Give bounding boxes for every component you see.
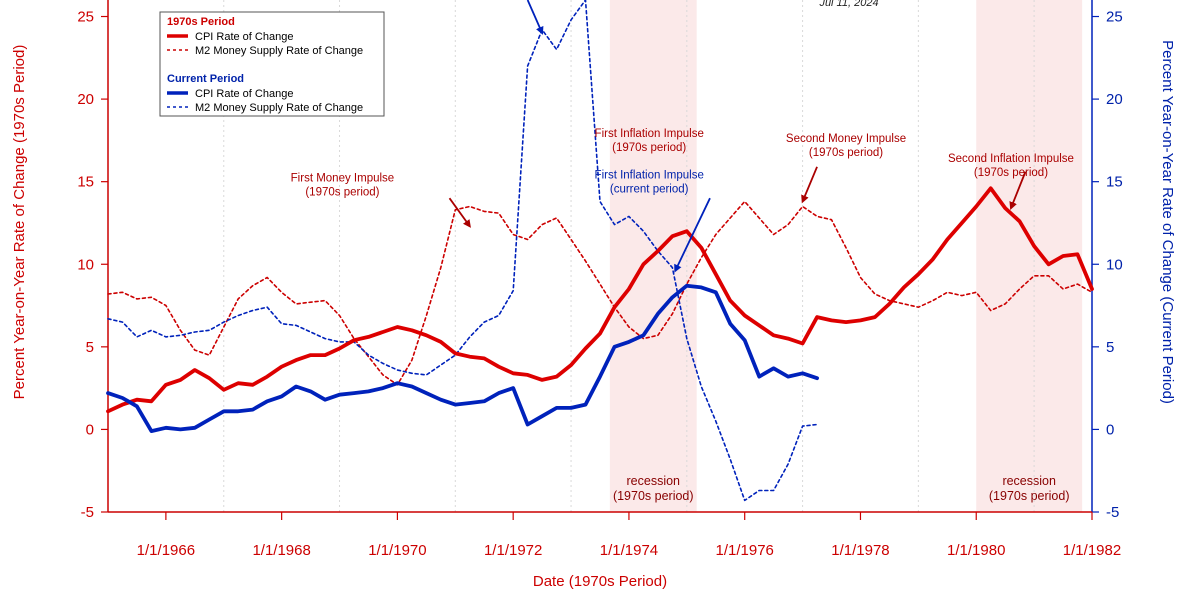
y-tick-label-left: 0 <box>86 421 94 438</box>
annotation-arrow <box>1009 171 1027 210</box>
y-tick-label-right: 15 <box>1106 174 1123 191</box>
x-tick-label: 1/1/1976 <box>716 542 774 559</box>
y-tick-label-right: 20 <box>1106 91 1123 108</box>
y-tick-label-right: 25 <box>1106 9 1123 26</box>
x-axis-title: Date (1970s Period) <box>533 573 667 590</box>
y-tick-label-right: 0 <box>1106 421 1114 438</box>
y-tick-label-left: 10 <box>77 256 94 273</box>
y-tick-label-left: 5 <box>86 339 94 356</box>
legend: 1970s Period CPI Rate of Change M2 Money… <box>159 11 385 117</box>
y-tick-label-right: -5 <box>1106 504 1119 521</box>
annotation-arrow <box>526 0 544 35</box>
annotation-label: (1970s period) <box>809 147 883 159</box>
y-axis-title-right: Percent Year-on-Year Rate of Change (Cur… <box>1159 40 1176 404</box>
series-1970s-cpi-line <box>106 186 1094 414</box>
data-series <box>106 0 1094 502</box>
recession-shading: recession(1970s period)recession(1970s p… <box>609 0 1083 512</box>
recession-label: recession <box>1002 474 1056 488</box>
y-tick-label-right: 10 <box>1106 256 1123 273</box>
y-tick-label-left: -5 <box>81 504 94 521</box>
series-current-cpi-line <box>106 283 819 434</box>
x-tick-label: 1/1/1980 <box>947 542 1005 559</box>
annotation-arrow <box>674 197 711 273</box>
annotation-label: First Money Impulse <box>291 173 395 185</box>
annotation-arrow <box>801 166 818 204</box>
annotations: First Money Impulse (1970s period) First I… <box>291 0 1074 273</box>
x-tick-label: 1/1/1970 <box>368 542 426 559</box>
date-label: Jul 11, 2024 <box>818 0 878 9</box>
axis-titles: Date (1970s Period) Percent Year-on-Year… <box>11 0 1176 590</box>
vertical-grid <box>223 0 1035 512</box>
annotation-arrow <box>448 197 471 228</box>
recession-label: recession <box>627 474 681 488</box>
annotation-label: (1970s period) <box>305 187 379 199</box>
annotation-label: First Inflation Impulse <box>595 169 704 181</box>
legend-label-m2-1970s: M2 Money Supply Rate of Change <box>195 45 363 57</box>
x-tick-label: 1/1/1966 <box>137 542 195 559</box>
series-1970s-m2-line <box>107 200 1093 386</box>
annotation-label: (1970s period) <box>612 142 686 154</box>
x-tick-label: 1/1/1978 <box>831 542 889 559</box>
annotation-label: First Inflation Impulse <box>595 128 704 140</box>
x-tick-label: 1/1/1974 <box>600 542 658 559</box>
annotation-label: (current period) <box>610 183 689 195</box>
y-tick-label-left: 25 <box>77 9 94 26</box>
y-axis-title-left: Percent Year-on-Year Rate of Change (197… <box>11 45 28 400</box>
legend-heading-1970s: 1970s Period <box>167 16 235 28</box>
axes: -5 -5 0 0 5 5 10 10 15 15 20 20 25 25 1/1/1966 1/1/1968… <box>77 0 1123 559</box>
legend-heading-current: Current Period <box>167 73 244 85</box>
series-current-m2-line <box>107 0 818 502</box>
legend-label-cpi-1970s: CPI Rate of Change <box>195 31 293 43</box>
legend-label-cpi-current: CPI Rate of Change <box>195 88 293 100</box>
y-tick-label-right: 5 <box>1106 339 1114 356</box>
legend-box <box>159 11 385 117</box>
y-tick-label-left: 20 <box>77 91 94 108</box>
x-tick-label: 1/1/1972 <box>484 542 542 559</box>
recession-label: (1970s period) <box>989 489 1070 503</box>
y-tick-label-left: 15 <box>77 174 94 191</box>
annotation-label: (1970s period) <box>974 167 1048 179</box>
annotation-label: Second Inflation Impulse <box>948 153 1074 165</box>
annotation-label: Second Money Impulse <box>786 133 906 145</box>
x-tick-label: 1/1/1968 <box>252 542 310 559</box>
recession-label: (1970s period) <box>613 489 694 503</box>
x-tick-label: 1/1/1982 <box>1063 542 1121 559</box>
legend-label-m2-current: M2 Money Supply Rate of Change <box>195 102 363 114</box>
